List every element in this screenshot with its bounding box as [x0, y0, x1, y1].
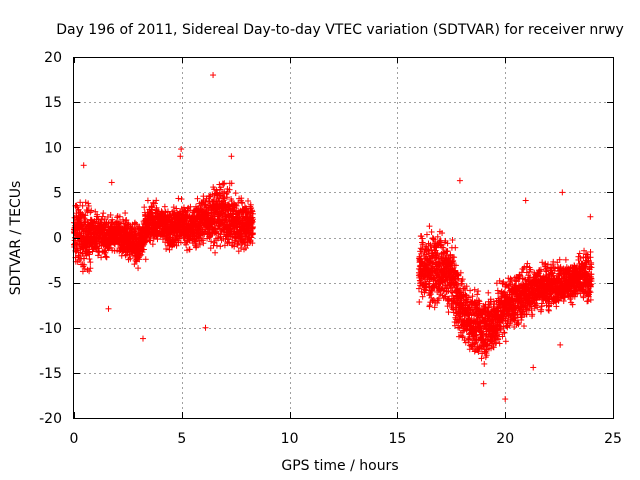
data-point — [77, 199, 84, 206]
data-point — [79, 202, 86, 209]
data-point — [82, 212, 89, 219]
data-point — [85, 250, 92, 257]
data-point — [141, 204, 148, 211]
data-point — [75, 206, 82, 213]
data-point — [186, 246, 193, 253]
data-point — [86, 256, 93, 263]
chart-title: Day 196 of 2011, Sidereal Day-to-day VTE… — [56, 22, 624, 38]
data-point — [102, 253, 109, 260]
data-point — [74, 204, 81, 211]
data-point — [86, 268, 93, 275]
data-point — [81, 261, 88, 268]
data-point — [122, 210, 129, 217]
data-point — [87, 259, 94, 266]
data-point — [142, 256, 149, 263]
data-point — [85, 200, 92, 207]
data-point — [79, 211, 86, 218]
data-points — [71, 72, 595, 403]
data-point — [87, 265, 94, 272]
data-point — [175, 195, 182, 202]
data-point — [178, 196, 185, 203]
data-point — [135, 265, 142, 272]
data-point — [81, 265, 88, 272]
data-point — [144, 197, 151, 204]
data-point — [100, 210, 107, 217]
